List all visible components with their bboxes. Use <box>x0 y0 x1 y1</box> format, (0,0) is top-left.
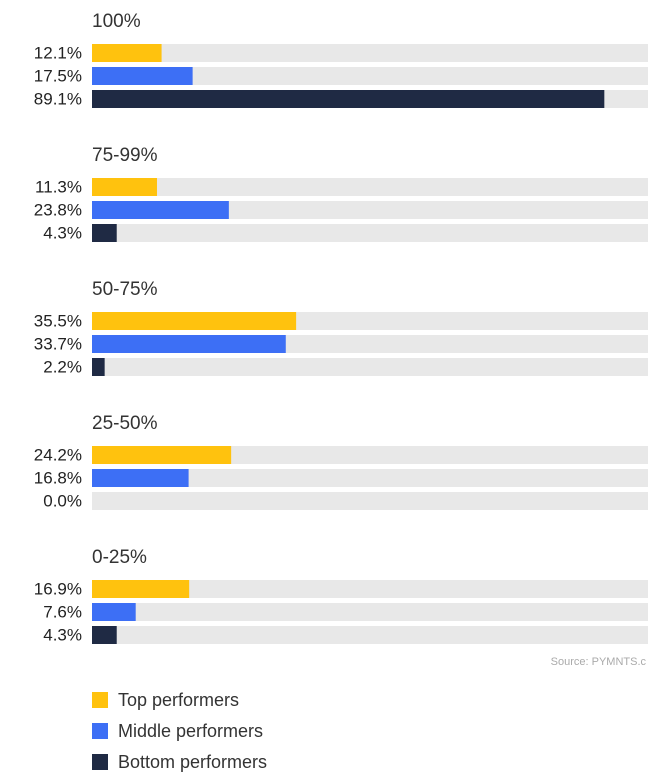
value-label: 17.5% <box>34 66 82 85</box>
value-label: 89.1% <box>34 89 82 108</box>
bar-track <box>92 492 648 510</box>
bar-track <box>92 626 648 644</box>
bar-track <box>92 67 648 85</box>
bar <box>92 312 297 330</box>
value-label: 0.0% <box>43 491 82 510</box>
bar <box>92 626 117 644</box>
legend-swatch <box>92 723 108 739</box>
bar <box>92 358 105 376</box>
bar-track <box>92 580 648 598</box>
group-label: 75-99% <box>92 145 158 166</box>
legend-label: Bottom performers <box>118 752 267 772</box>
bar <box>92 201 229 219</box>
bar <box>92 44 162 62</box>
bar-track <box>92 201 648 219</box>
value-label: 7.6% <box>43 602 82 621</box>
bar <box>92 224 117 242</box>
bar <box>92 580 190 598</box>
bar-track <box>92 358 648 376</box>
value-label: 2.2% <box>43 357 82 376</box>
bar-track <box>92 178 648 196</box>
bar <box>92 178 157 196</box>
bar <box>92 90 605 108</box>
bar-track <box>92 224 648 242</box>
bar-track <box>92 469 648 487</box>
bar <box>92 603 136 621</box>
legend-label: Middle performers <box>118 721 263 741</box>
bar <box>92 67 193 85</box>
group-label: 50-75% <box>92 279 158 300</box>
source: Source: PYMNTS.c <box>551 656 647 668</box>
value-label: 4.3% <box>43 625 82 644</box>
legend-swatch <box>92 692 108 708</box>
value-label: 11.3% <box>35 177 82 196</box>
bar-track <box>92 603 648 621</box>
bar <box>92 469 189 487</box>
group-label: 0-25% <box>92 547 147 568</box>
group-label: 25-50% <box>92 413 158 434</box>
value-label: 23.8% <box>34 200 82 219</box>
value-label: 16.8% <box>34 468 82 487</box>
bar <box>92 446 232 464</box>
legend-swatch <box>92 754 108 770</box>
value-label: 12.1% <box>34 43 82 62</box>
value-label: 24.2% <box>34 445 82 464</box>
value-label: 35.5% <box>34 311 82 330</box>
group-label: 100% <box>92 11 141 32</box>
bar-track <box>92 44 648 62</box>
bar <box>92 335 286 353</box>
legend-label: Top performers <box>118 690 239 710</box>
value-label: 4.3% <box>43 223 82 242</box>
value-label: 33.7% <box>34 334 82 353</box>
value-label: 16.9% <box>34 579 82 598</box>
